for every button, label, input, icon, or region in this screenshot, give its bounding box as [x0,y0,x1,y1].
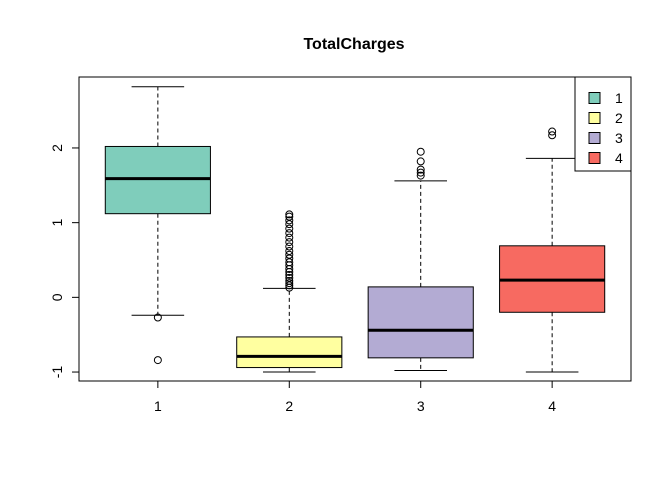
box-body [367,286,474,359]
legend-label: 3 [615,130,623,146]
x-tick-label: 2 [285,398,293,414]
outlier-point [285,210,294,219]
y-tick-label: 0 [49,293,65,301]
outlier-point [285,242,294,251]
box-1 [104,86,211,365]
legend-swatch [588,132,601,144]
outlier-point [285,276,294,285]
y-tick-label: 1 [49,219,65,227]
outlier-point [416,165,425,174]
outlier-point [548,127,557,136]
legend: 1 2 3 4 [574,76,632,172]
x-axis: 1 2 3 4 [154,380,556,414]
outlier-point [285,238,294,247]
outlier-point [285,216,294,225]
y-tick-label: -1 [49,366,65,379]
box-3 [367,147,474,372]
outlier-point [153,356,162,365]
x-tick-label: 3 [417,398,425,414]
outlier-point [285,279,294,288]
x-tick-label: 4 [548,398,556,414]
outlier-point [416,147,425,156]
box-body [236,336,343,369]
legend-label: 1 [615,90,623,106]
outlier-point [285,250,294,259]
box-4 [499,127,606,373]
legend-label: 2 [615,110,623,126]
outlier-point [285,224,294,233]
x-tick-label: 1 [154,398,162,414]
legend-swatch [588,152,601,164]
legend-label: 4 [615,150,623,166]
legend-swatch [588,112,601,124]
legend-swatch [588,92,601,104]
outlier-point [285,233,294,242]
outlier-point [285,270,294,279]
outlier-point [416,157,425,166]
boxes [104,86,606,373]
legend-box [574,76,632,172]
chart-title: TotalCharges [303,36,404,53]
y-tick-label: 2 [49,144,65,152]
y-axis: -1 0 1 2 [49,144,80,379]
outlier-point [285,273,294,282]
plot-frame [78,76,632,382]
outlier-point [285,212,294,221]
outlier-point [285,229,294,238]
outlier-point [416,171,425,180]
outlier-point [285,247,294,256]
outlier-point [416,168,425,177]
box-2 [236,210,343,373]
outlier-point [548,131,557,140]
outlier-point [153,313,162,322]
